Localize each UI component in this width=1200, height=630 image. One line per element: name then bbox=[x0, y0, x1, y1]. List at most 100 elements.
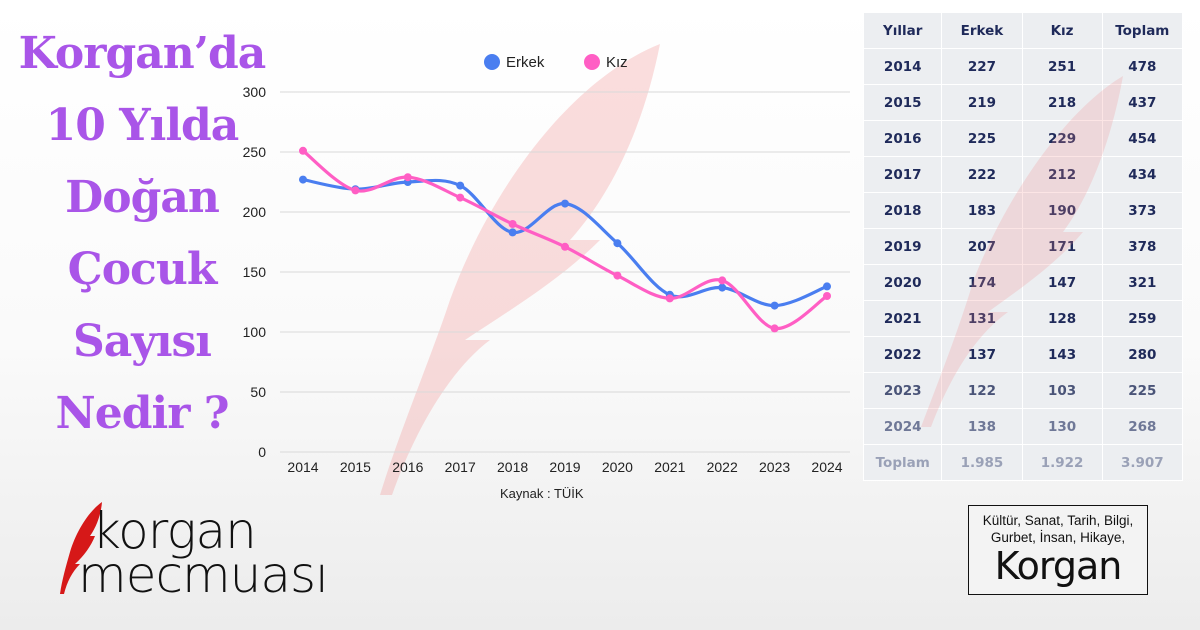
table-row: 2021 131 128 259 bbox=[862, 300, 1184, 337]
data-point bbox=[823, 292, 831, 300]
table-cell: 454 bbox=[1101, 120, 1184, 157]
data-point bbox=[613, 239, 622, 248]
data-point bbox=[718, 276, 727, 285]
legend-marker-erkek bbox=[484, 54, 500, 70]
table-row: 2018 183 190 373 bbox=[862, 192, 1184, 229]
x-tick-label: 2022 bbox=[707, 459, 738, 475]
table-cell: 2023 bbox=[862, 372, 943, 409]
header-total: Toplam bbox=[1101, 12, 1184, 49]
table-cell: 478 bbox=[1101, 48, 1184, 85]
title-line-5: Sayısı bbox=[72, 316, 212, 367]
data-point bbox=[508, 220, 517, 228]
data-point bbox=[561, 199, 569, 208]
data-point bbox=[561, 242, 569, 251]
table-row: 2016 225 229 454 bbox=[862, 120, 1184, 157]
y-tick-label: 250 bbox=[243, 144, 267, 160]
table-cell: 190 bbox=[1021, 192, 1103, 229]
title-line-2: 10 Yılda bbox=[45, 100, 240, 151]
table-row: 2023 122 103 225 bbox=[862, 372, 1184, 409]
table-header-row: Yıllar Erkek Kız Toplam bbox=[862, 12, 1184, 49]
stamp-brand: Korgan bbox=[994, 544, 1123, 588]
table-cell: 2015 bbox=[862, 84, 943, 121]
x-tick-label: 2024 bbox=[811, 459, 842, 475]
data-point bbox=[718, 283, 727, 292]
data-point bbox=[508, 228, 517, 237]
table-total-row: Toplam 1.985 1.922 3.907 bbox=[862, 444, 1184, 481]
table-cell: 225 bbox=[1101, 372, 1184, 409]
table-cell: 373 bbox=[1101, 192, 1184, 229]
table-total-cell: Toplam bbox=[862, 444, 943, 481]
table-cell: 174 bbox=[941, 264, 1023, 301]
header-erkek: Erkek bbox=[941, 12, 1023, 49]
table-row: 2019 207 171 378 bbox=[862, 228, 1184, 265]
data-point bbox=[770, 324, 779, 333]
data-point bbox=[770, 301, 779, 310]
data-point bbox=[351, 186, 360, 195]
title-line-1: Korgan’da bbox=[18, 28, 267, 79]
y-tick-label: 100 bbox=[243, 324, 267, 340]
table-row: 2022 137 143 280 bbox=[862, 336, 1184, 373]
series-line-kız bbox=[301, 149, 829, 331]
y-tick-label: 200 bbox=[243, 204, 267, 220]
legend-label-kiz: Kız bbox=[606, 54, 628, 71]
x-tick-label: 2015 bbox=[340, 459, 371, 475]
y-tick-label: 300 bbox=[243, 84, 267, 100]
table-cell: 2021 bbox=[862, 300, 943, 337]
table-row: 2014 227 251 478 bbox=[862, 48, 1184, 85]
table-cell: 2019 bbox=[862, 228, 943, 265]
data-point bbox=[456, 193, 465, 202]
data-point bbox=[456, 181, 465, 190]
legend-marker-kiz bbox=[584, 54, 600, 70]
line-chart: 0 50 100 150 200 250 300 2014 2015 2016 2017 2018 20… bbox=[243, 54, 850, 475]
table-cell: 218 bbox=[1021, 84, 1103, 121]
logo-korgan-text: korgan bbox=[92, 502, 257, 560]
x-tick-label: 2017 bbox=[445, 459, 476, 475]
table-cell: 128 bbox=[1021, 300, 1103, 337]
page-title: Korgan’da 10 Yılda Doğan Çocuk Sayısı Ne… bbox=[2, 18, 282, 450]
series-line-erkek bbox=[301, 178, 829, 308]
table-cell: 2017 bbox=[862, 156, 943, 193]
table-cell: 222 bbox=[941, 156, 1023, 193]
table-total-cell: 3.907 bbox=[1101, 444, 1184, 481]
feather-watermark-icon bbox=[380, 44, 660, 495]
x-tick-label: 2020 bbox=[602, 459, 633, 475]
x-tick-label: 2014 bbox=[287, 459, 318, 475]
x-tick-label: 2019 bbox=[549, 459, 580, 475]
table-feather-watermark-icon bbox=[921, 76, 1123, 427]
data-point bbox=[823, 282, 831, 291]
data-table: Yıllar Erkek Kız Toplam 2014 227 251 478 201… bbox=[862, 12, 1184, 481]
x-tick-label: 2023 bbox=[759, 459, 790, 475]
table-cell: 219 bbox=[941, 84, 1023, 121]
table-cell: 183 bbox=[941, 192, 1023, 229]
logo-mecmuasi-text: mecmuası bbox=[78, 546, 329, 604]
korgan-mecmuasi-logo: korgan mecmuası bbox=[58, 500, 398, 604]
title-line-6: Nedir ? bbox=[55, 388, 230, 439]
table-cell: 103 bbox=[1021, 372, 1103, 409]
data-point bbox=[299, 146, 307, 155]
table-cell: 229 bbox=[1021, 120, 1103, 157]
data-point bbox=[403, 173, 412, 182]
y-tick-label: 50 bbox=[250, 384, 266, 400]
data-table-wrap: Yıllar Erkek Kız Toplam 2014 227 251 478 201… bbox=[862, 12, 1184, 482]
header-kiz: Kız bbox=[1021, 12, 1103, 49]
x-tick-label: 2021 bbox=[654, 459, 685, 475]
header-years: Yıllar bbox=[862, 12, 943, 49]
table-cell: 143 bbox=[1021, 336, 1103, 373]
stamp-tagline: Kültür, Sanat, Tarih, Bilgi, Gurbet, İns… bbox=[982, 513, 1134, 545]
legend-label-erkek: Erkek bbox=[506, 54, 545, 71]
x-tick-label: 2016 bbox=[392, 459, 423, 475]
table-total-cell: 1.922 bbox=[1021, 444, 1103, 481]
data-point bbox=[299, 175, 307, 184]
table-cell: 2024 bbox=[862, 408, 943, 445]
x-tick-label: 2018 bbox=[497, 459, 528, 475]
table-row: 2015 219 218 437 bbox=[862, 84, 1184, 121]
y-tick-label: 0 bbox=[258, 444, 266, 460]
table-cell: 378 bbox=[1101, 228, 1184, 265]
source-note: Kaynak : TÜİK bbox=[500, 486, 584, 501]
y-tick-label: 150 bbox=[243, 264, 267, 280]
table-cell: 2014 bbox=[862, 48, 943, 85]
data-point bbox=[613, 271, 622, 280]
table-total-cell: 1.985 bbox=[941, 444, 1023, 481]
korgan-stamp: Kültür, Sanat, Tarih, Bilgi, Gurbet, İns… bbox=[968, 505, 1148, 595]
data-point bbox=[665, 294, 674, 303]
